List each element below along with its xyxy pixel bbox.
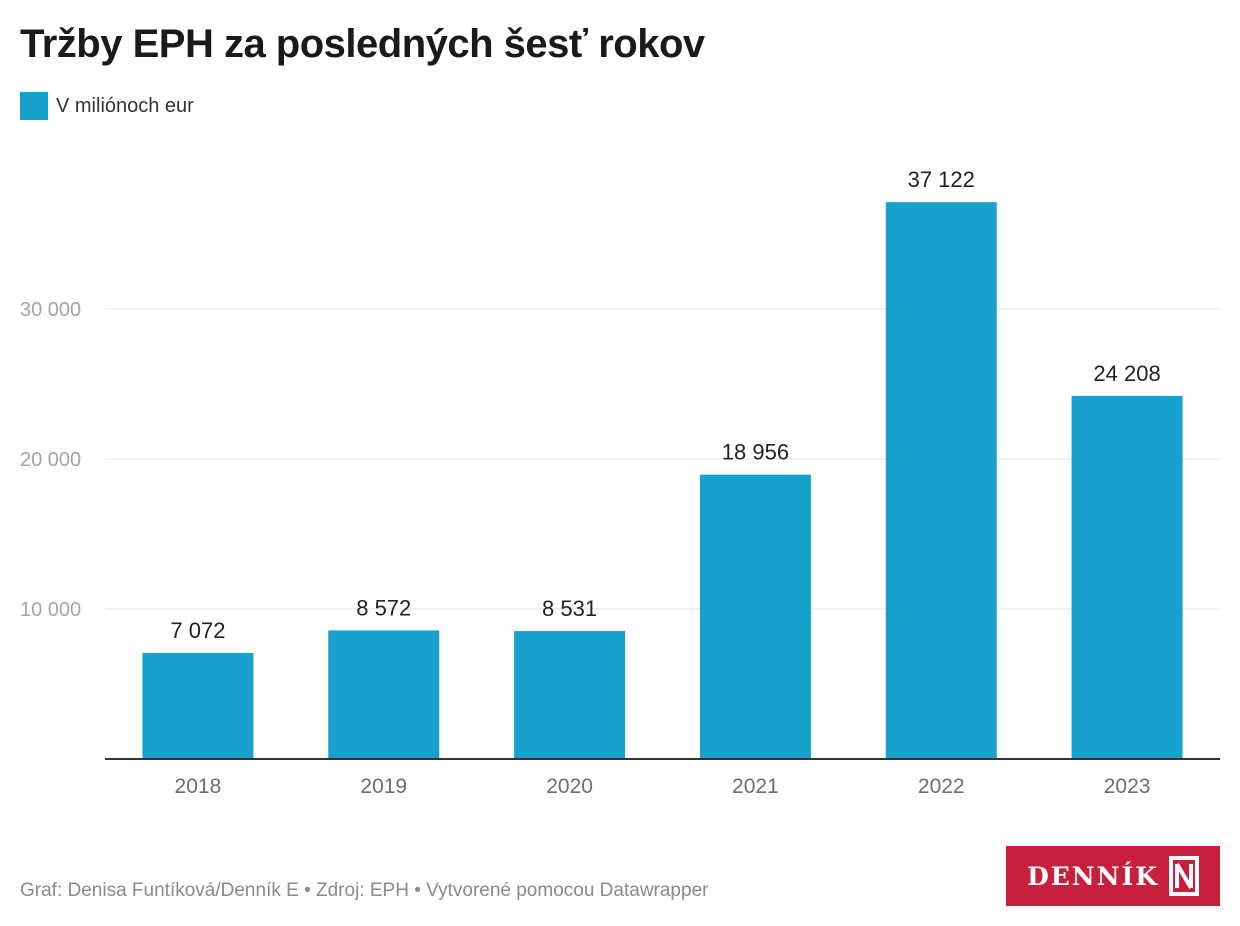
x-tick-label: 2019 [360,775,407,798]
legend-label: V miliónoch eur [56,94,194,117]
bar-chart: 10 000 20 000 30 000 7 072 2018 8 572 2019 8 53… [20,167,1220,798]
bar [328,630,440,759]
x-tick-label: 2023 [1104,775,1151,798]
logo-n-icon [1168,856,1199,896]
bar [1071,395,1183,759]
x-tick-label: 2022 [918,775,965,798]
data-label: 8 531 [542,596,597,621]
bar [142,652,254,759]
y-tick-label: 20 000 [20,449,81,471]
data-label: 8 572 [356,595,411,620]
x-tick-label: 2021 [732,775,779,798]
x-tick-label: 2018 [175,775,222,798]
x-tick-label: 2020 [546,775,593,798]
logo-text: DENNÍK [1027,861,1159,891]
bar [514,631,626,759]
legend: V miliónoch eur [20,92,194,120]
y-tick-label: 30 000 [20,299,81,321]
data-label: 24 208 [1093,361,1160,386]
bar [885,202,997,760]
dennik-n-logo[interactable]: DENNÍK [1006,846,1220,906]
data-label: 37 122 [908,167,975,192]
legend-swatch [20,92,48,120]
data-label: 7 072 [170,618,225,643]
chart-title: Tržby EPH za posledných šesť rokov [20,22,705,66]
y-tick-label: 10 000 [20,599,81,621]
footer-credit: Graf: Denisa Funtíková/Denník E • Zdroj:… [20,880,709,901]
bar [699,474,811,759]
data-label: 18 956 [722,440,789,465]
